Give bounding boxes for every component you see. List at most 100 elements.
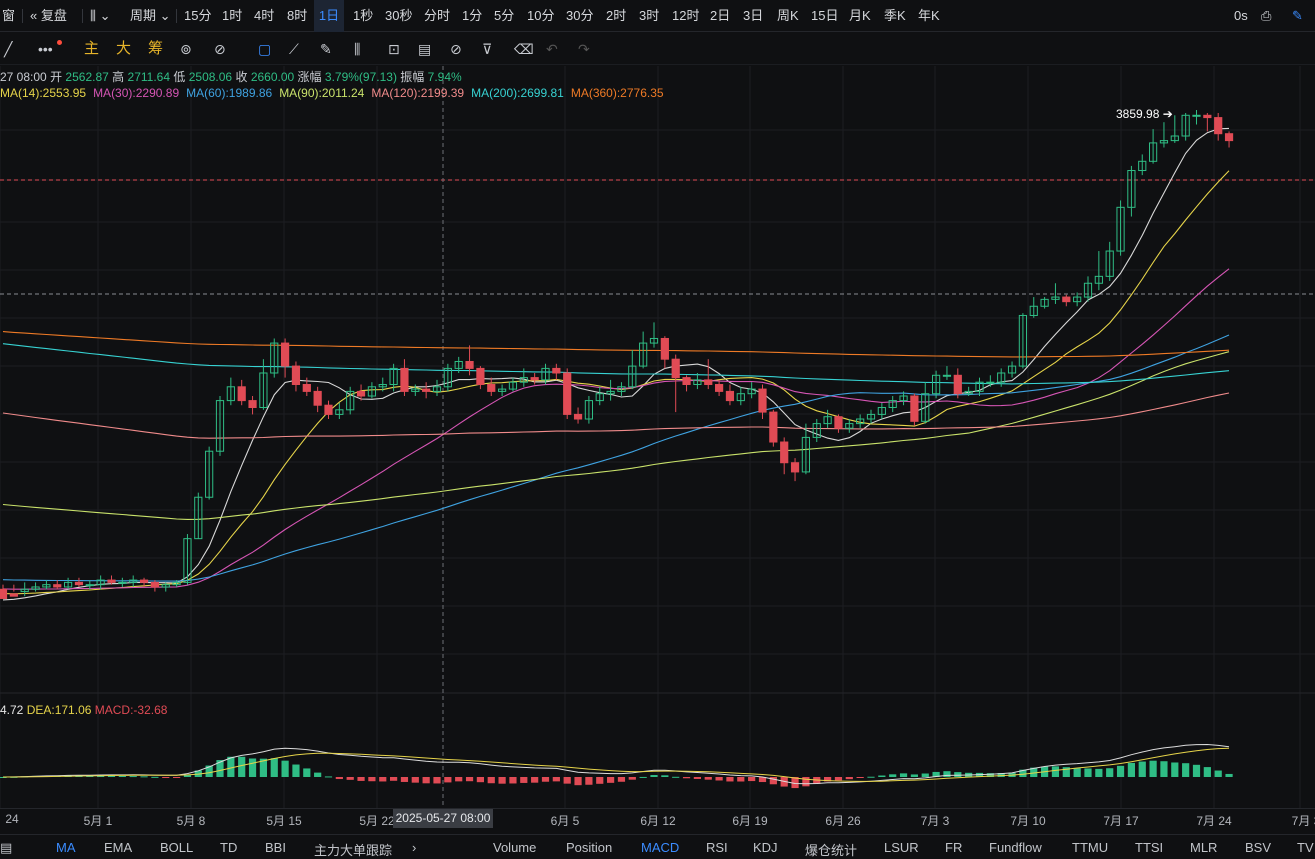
interval-11[interactable]: 30分 <box>566 8 594 23</box>
sub-indicator-8[interactable]: Fundflow <box>989 840 1042 855</box>
macd-bar <box>856 777 864 778</box>
interval-9[interactable]: 5分 <box>494 8 515 23</box>
macd-bar <box>1073 768 1081 777</box>
interval-7[interactable]: 分时 <box>424 8 451 23</box>
candle <box>443 363 452 392</box>
sub-indicator-10[interactable]: TTSI <box>1135 840 1164 855</box>
ruler-icon[interactable]: ⟋ <box>289 41 299 57</box>
interval-12[interactable]: 2时 <box>606 8 627 23</box>
interval-8[interactable]: 1分 <box>462 8 483 23</box>
macd-bar <box>1214 770 1222 777</box>
candle <box>856 414 865 429</box>
camera-icon[interactable]: ⎙ <box>1261 8 1272 23</box>
interval-15[interactable]: 2日 <box>710 8 731 23</box>
indicator-toggle-1[interactable]: 大 <box>116 40 132 57</box>
line-tool-icon[interactable]: ╱ <box>4 41 13 57</box>
undo-icon[interactable]: ↶ <box>546 41 558 57</box>
open-value: 2562.87 <box>65 70 109 84</box>
formula-icon[interactable]: ⊚ <box>180 41 192 57</box>
candle <box>194 492 203 540</box>
candles <box>0 110 1234 599</box>
candle <box>693 372 702 390</box>
interval-2[interactable]: 4时 <box>254 8 275 23</box>
x-axis: 24 5月 1 5月 8 5月 15 5月 22 6月 5 6月 12 6月 19 6月 26 7… <box>0 808 1315 830</box>
interval-0[interactable]: 15分 <box>184 8 212 23</box>
note-icon[interactable]: ▤ <box>418 41 432 57</box>
interval-4[interactable]: 1日 <box>314 0 344 32</box>
interval-16[interactable]: 3日 <box>743 8 764 23</box>
candle <box>1007 361 1017 378</box>
ma-value-0: MA(14):2553.95 <box>0 86 87 100</box>
main-indicator-0[interactable]: MA <box>56 840 76 855</box>
trash-icon[interactable]: ⌫ <box>514 41 534 57</box>
interval-6[interactable]: 30秒 <box>385 8 413 23</box>
candle <box>639 331 648 369</box>
interval-14[interactable]: 12时 <box>672 8 700 23</box>
redo-icon[interactable]: ↷ <box>578 41 590 57</box>
filter-icon[interactable]: ⊽ <box>482 41 493 57</box>
indicator-toggle-0[interactable]: 主 <box>84 40 100 57</box>
refresh-interval[interactable]: 0s <box>1234 8 1248 23</box>
macd-bar <box>1203 767 1211 777</box>
main-indicator-1[interactable]: EMA <box>104 840 133 855</box>
candlestick-chart[interactable] <box>0 66 1315 808</box>
sub-indicator-9[interactable]: TTMU <box>1072 840 1109 855</box>
sub-indicator-1[interactable]: Position <box>566 840 613 855</box>
macd-bar <box>899 773 908 777</box>
interval-10[interactable]: 10分 <box>527 8 555 23</box>
macd-bar <box>411 777 419 783</box>
x-axis-label-4: 5月 22 <box>359 814 395 828</box>
main-indicator-4[interactable]: BBI <box>265 840 286 855</box>
layout-icon[interactable]: ▤ <box>0 840 13 855</box>
macd-bar <box>617 777 626 782</box>
window-button[interactable]: 窗 <box>2 8 16 23</box>
magnet-icon[interactable]: ⊘ <box>450 41 462 57</box>
more-tools-icon[interactable]: ••• <box>38 41 53 57</box>
compare-icon[interactable]: ⊘ <box>214 41 226 57</box>
replay-button[interactable]: « 复盘 <box>30 8 67 23</box>
sub-indicator-2[interactable]: MACD <box>641 840 680 855</box>
main-indicator-2[interactable]: BOLL <box>160 840 194 855</box>
sub-indicator-4[interactable]: KDJ <box>753 840 778 855</box>
sub-indicator-13[interactable]: TV <box>1297 840 1314 855</box>
sub-indicator-11[interactable]: MLR <box>1190 840 1218 855</box>
lock-icon[interactable]: ⊡ <box>388 41 400 57</box>
grid <box>0 66 1315 808</box>
sub-indicator-7[interactable]: FR <box>945 840 963 855</box>
edit-icon[interactable]: ✎ <box>1292 8 1303 23</box>
sub-indicator-3[interactable]: RSI <box>706 840 728 855</box>
interval-17[interactable]: 周K <box>777 8 799 23</box>
sub-indicator-12[interactable]: BSV <box>1245 840 1272 855</box>
candle <box>422 382 431 399</box>
main-indicator-3[interactable]: TD <box>220 840 238 855</box>
ma-line-90 <box>2 351 1230 520</box>
interval-13[interactable]: 3时 <box>639 8 660 23</box>
interval-19[interactable]: 月K <box>849 8 871 23</box>
sub-indicator-6[interactable]: LSUR <box>884 840 919 855</box>
select-tool-icon[interactable]: ▢ <box>258 41 272 57</box>
macd-bar <box>205 765 213 777</box>
interval-3[interactable]: 8时 <box>287 8 308 23</box>
candle-tool-icon[interactable]: ⫼ <box>354 41 361 57</box>
macd-bar <box>129 776 137 778</box>
macd-bar <box>281 760 289 777</box>
interval-5[interactable]: 1秒 <box>353 8 374 23</box>
candle <box>454 356 463 373</box>
sub-indicator-0[interactable]: Volume <box>493 840 537 855</box>
main-indicator-5[interactable]: 主力大单跟踪 <box>314 843 393 858</box>
ma-value-2: MA(60):1989.86 <box>186 86 273 100</box>
close-value: 2660.00 <box>250 70 295 84</box>
macd-bar <box>238 756 246 777</box>
candle <box>888 396 897 413</box>
interval-18[interactable]: 15日 <box>811 8 839 23</box>
chevron-right-icon[interactable]: › <box>412 840 417 855</box>
macd-bar <box>107 775 116 777</box>
chart-type-button[interactable]: ⫼ ⌄ <box>90 8 111 23</box>
period-dropdown[interactable]: 周期 ⌄ <box>130 8 171 23</box>
indicator-toggle-2[interactable]: 筹 <box>148 40 164 57</box>
interval-21[interactable]: 年K <box>918 8 940 23</box>
interval-20[interactable]: 季K <box>884 8 906 23</box>
brush-icon[interactable]: ✎ <box>320 41 332 57</box>
sub-indicator-5[interactable]: 爆仓统计 <box>805 843 858 858</box>
interval-1[interactable]: 1时 <box>222 8 243 23</box>
